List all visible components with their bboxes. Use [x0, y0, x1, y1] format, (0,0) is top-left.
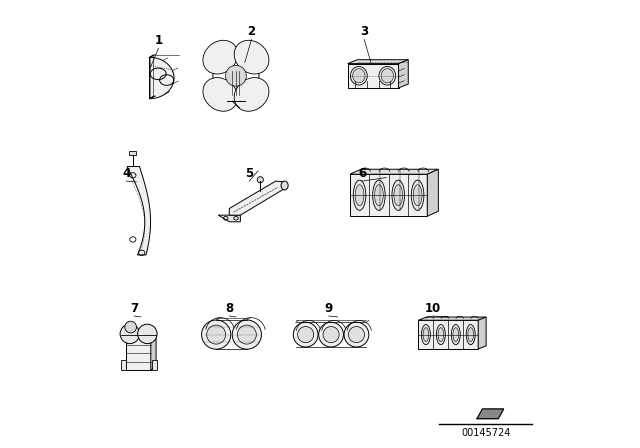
Text: 3: 3	[360, 25, 368, 38]
Ellipse shape	[353, 69, 365, 83]
Circle shape	[232, 320, 262, 349]
Ellipse shape	[374, 185, 383, 206]
Ellipse shape	[412, 180, 424, 211]
Circle shape	[225, 65, 246, 86]
Ellipse shape	[351, 66, 367, 85]
Polygon shape	[477, 409, 504, 419]
Ellipse shape	[353, 180, 366, 211]
Ellipse shape	[234, 40, 269, 74]
Text: 1: 1	[154, 34, 163, 47]
Circle shape	[293, 322, 318, 347]
Circle shape	[319, 322, 344, 347]
Ellipse shape	[392, 180, 404, 211]
Polygon shape	[419, 317, 486, 320]
Circle shape	[323, 327, 339, 343]
Ellipse shape	[421, 324, 430, 345]
Ellipse shape	[436, 324, 445, 345]
Polygon shape	[229, 181, 285, 215]
Ellipse shape	[394, 185, 403, 206]
Polygon shape	[350, 169, 438, 174]
Text: 4: 4	[122, 167, 131, 180]
Circle shape	[344, 322, 369, 347]
Polygon shape	[127, 334, 156, 337]
Polygon shape	[127, 167, 150, 255]
Circle shape	[348, 327, 365, 343]
Text: 7: 7	[130, 302, 138, 314]
Polygon shape	[121, 360, 127, 370]
Ellipse shape	[203, 78, 237, 111]
Polygon shape	[348, 64, 399, 88]
Text: 5: 5	[245, 167, 253, 180]
Circle shape	[298, 327, 314, 343]
Circle shape	[125, 321, 136, 333]
Ellipse shape	[451, 324, 460, 345]
Polygon shape	[127, 337, 151, 370]
Polygon shape	[129, 151, 136, 155]
Circle shape	[237, 325, 257, 344]
Ellipse shape	[453, 327, 459, 341]
Circle shape	[207, 325, 226, 344]
Polygon shape	[150, 57, 174, 99]
Polygon shape	[478, 317, 486, 349]
Polygon shape	[151, 334, 156, 370]
Ellipse shape	[438, 327, 444, 341]
Circle shape	[257, 177, 264, 183]
Polygon shape	[428, 169, 438, 216]
Polygon shape	[218, 215, 241, 222]
Circle shape	[202, 320, 231, 349]
Ellipse shape	[423, 327, 429, 341]
Polygon shape	[419, 320, 478, 349]
Text: 6: 6	[358, 167, 366, 180]
Polygon shape	[399, 60, 408, 88]
Ellipse shape	[468, 327, 474, 341]
Polygon shape	[348, 60, 408, 64]
Polygon shape	[152, 360, 157, 370]
Text: 9: 9	[324, 302, 333, 314]
Ellipse shape	[413, 185, 422, 206]
Text: 2: 2	[247, 25, 255, 38]
Ellipse shape	[379, 66, 396, 85]
Text: 8: 8	[225, 302, 234, 314]
Ellipse shape	[381, 69, 394, 83]
Polygon shape	[350, 174, 428, 216]
Ellipse shape	[234, 78, 269, 111]
Ellipse shape	[281, 181, 288, 190]
Text: 00145724: 00145724	[461, 428, 511, 438]
Ellipse shape	[466, 324, 475, 345]
Ellipse shape	[372, 180, 385, 211]
Ellipse shape	[355, 185, 364, 206]
Ellipse shape	[203, 40, 237, 74]
Circle shape	[120, 324, 140, 344]
Text: 10: 10	[425, 302, 441, 314]
Circle shape	[138, 324, 157, 344]
